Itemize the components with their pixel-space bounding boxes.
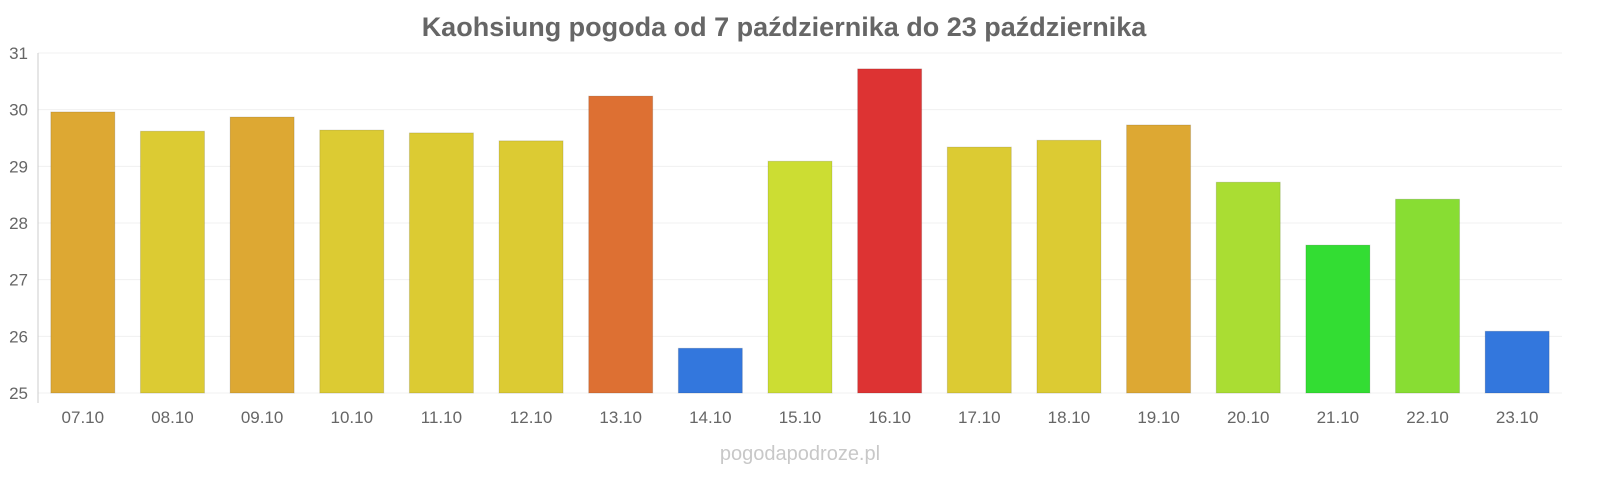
- bar-13.10: [588, 95, 654, 394]
- x-tick-label: 20.10: [1227, 408, 1270, 427]
- x-tick-label: 09.10: [241, 408, 284, 427]
- bar-12.10: [498, 140, 564, 394]
- y-tick-label: 27: [9, 271, 28, 290]
- y-tick-label: 26: [9, 327, 28, 346]
- x-tick-label: 07.10: [62, 408, 105, 427]
- x-tick-label: 13.10: [599, 408, 642, 427]
- bar-20.10: [1215, 181, 1281, 394]
- bar-18.10: [1036, 139, 1102, 394]
- y-tick-label: 31: [9, 44, 28, 63]
- x-tick-label: 21.10: [1317, 408, 1360, 427]
- bar-17.10: [946, 146, 1012, 394]
- x-tick-label: 22.10: [1406, 408, 1449, 427]
- y-tick-label: 30: [9, 101, 28, 120]
- bar-21.10: [1305, 244, 1371, 394]
- x-tick-label: 16.10: [868, 408, 911, 427]
- x-tick-label: 15.10: [779, 408, 822, 427]
- x-tick-label: 10.10: [330, 408, 373, 427]
- bar-22.10: [1395, 198, 1461, 394]
- x-tick-label: 08.10: [151, 408, 194, 427]
- x-tick-label: 23.10: [1496, 408, 1539, 427]
- bar-11.10: [408, 132, 474, 394]
- y-tick-label: 29: [9, 157, 28, 176]
- bar-16.10: [857, 68, 923, 394]
- x-axis: 07.10 08.10 09.10 10.10 11.10 12.10 13.10 14.10…: [62, 408, 1539, 427]
- y-tick-label: 25: [9, 384, 28, 403]
- y-axis: 25 26 27 28 29 30 31: [9, 44, 28, 403]
- bar-09.10: [229, 116, 295, 394]
- bars: [50, 68, 1550, 394]
- chart-title: Kaohsiung pogoda od 7 października do 23…: [422, 12, 1148, 42]
- bar-08.10: [139, 130, 205, 394]
- bar-14.10: [677, 347, 743, 394]
- y-tick-label: 28: [9, 214, 28, 233]
- bar-10.10: [319, 129, 385, 394]
- bar-19.10: [1126, 124, 1192, 394]
- watermark: pogodapodroze.pl: [720, 443, 880, 465]
- x-tick-label: 11.10: [421, 408, 462, 427]
- x-tick-label: 14.10: [689, 408, 732, 427]
- x-tick-label: 19.10: [1137, 408, 1180, 427]
- x-tick-label: 17.10: [958, 408, 1001, 427]
- x-tick-label: 12.10: [510, 408, 553, 427]
- bar-15.10: [767, 160, 833, 394]
- bar-23.10: [1484, 330, 1550, 394]
- bar-07.10: [50, 111, 116, 394]
- x-tick-label: 18.10: [1048, 408, 1091, 427]
